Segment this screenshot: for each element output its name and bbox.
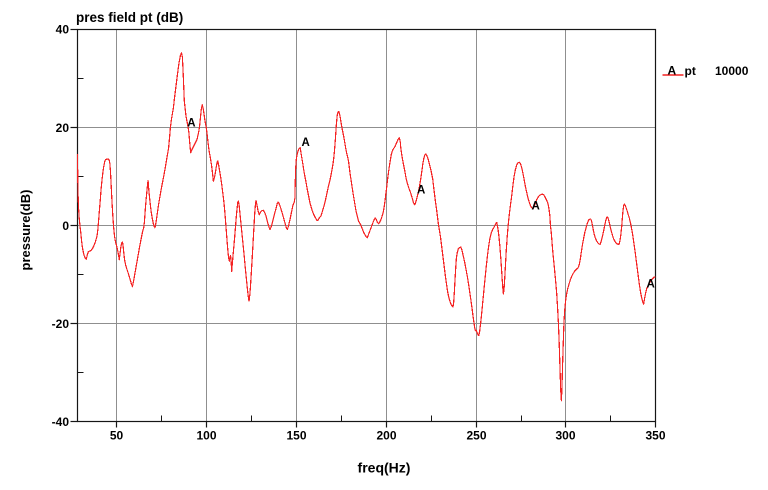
svg-text:250: 250 (466, 429, 486, 443)
svg-text:A: A (647, 279, 655, 291)
svg-text:freq(Hz): freq(Hz) (358, 460, 411, 476)
svg-text:-40: -40 (52, 415, 70, 429)
svg-text:100: 100 (196, 429, 216, 443)
svg-text:A: A (417, 185, 425, 197)
svg-text:350: 350 (645, 429, 665, 443)
svg-text:50: 50 (110, 429, 124, 443)
svg-text:pres field pt (dB): pres field pt (dB) (76, 10, 183, 25)
svg-text:300: 300 (555, 429, 575, 443)
svg-text:20: 20 (56, 121, 70, 135)
svg-text:pt: pt (685, 64, 696, 78)
svg-text:A: A (301, 137, 309, 149)
svg-text:A: A (187, 118, 195, 130)
svg-text:200: 200 (376, 429, 396, 443)
svg-text:0: 0 (62, 219, 69, 233)
svg-text:40: 40 (56, 22, 70, 36)
svg-text:A: A (532, 200, 540, 212)
svg-text:150: 150 (286, 429, 306, 443)
svg-text:10000: 10000 (715, 64, 749, 78)
svg-text:-20: -20 (52, 317, 70, 331)
svg-text:A: A (667, 64, 676, 78)
svg-text:pressure(dB): pressure(dB) (18, 190, 33, 271)
